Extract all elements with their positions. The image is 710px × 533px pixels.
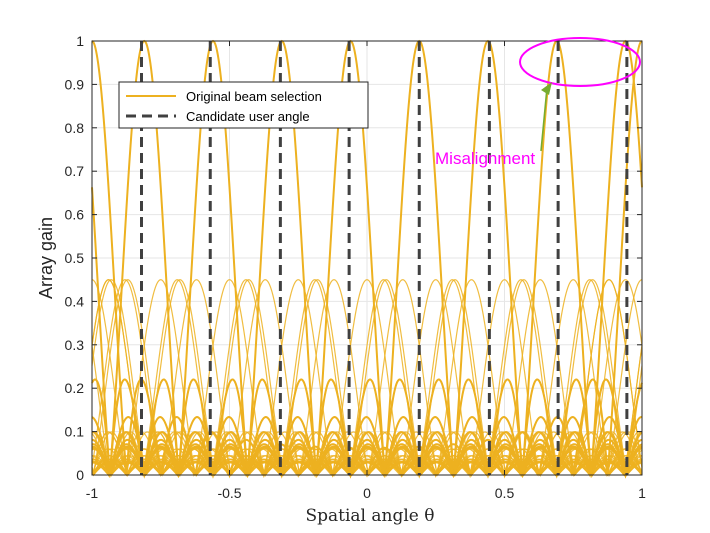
misalignment-arrow-head [541, 82, 552, 95]
y-tick-label: 0 [76, 467, 84, 483]
y-tick-label: 0.2 [65, 380, 85, 396]
x-axis-label: Spatial angle θ [305, 506, 434, 526]
legend-label-original-beam: Original beam selection [186, 89, 322, 104]
y-tick-label: 0.1 [65, 424, 85, 440]
y-tick-label: 0.9 [65, 76, 85, 92]
misalignment-arrow [540, 87, 548, 152]
beam-pattern-curve [91, 39, 643, 479]
x-tick-label: -0.5 [217, 485, 241, 501]
x-tick-label: 0 [363, 485, 371, 501]
beam-pattern-curve [91, 39, 643, 479]
legend-label-candidate-angle: Candidate user angle [186, 109, 310, 124]
y-tick-label: 0.4 [65, 293, 85, 309]
y-tick-label: 0.6 [65, 207, 85, 223]
x-tick-label: 0.5 [495, 485, 515, 501]
y-tick-label: 0.3 [65, 337, 85, 353]
sidelobe-curve [91, 279, 643, 477]
misalignment-annotation: Misalignment [435, 37, 641, 168]
mainlobe-series [91, 39, 643, 479]
x-tick-label: 1 [638, 485, 646, 501]
y-tick-label: 0.7 [65, 163, 85, 179]
misalignment-ellipse [519, 37, 641, 87]
legend-box [118, 81, 369, 129]
y-tick-label: 0.5 [65, 250, 85, 266]
misalignment-label: Misalignment [435, 149, 535, 168]
y-tick-label: 0.8 [65, 120, 85, 136]
x-tick-label: -1 [86, 485, 99, 501]
axis-ticks: -1 -0.5 0 0.5 1 0 0.1 0.2 0.3 0.4 0.5 0.6 0.7 0.8 0.9 1 [65, 33, 647, 501]
legend: Original beam selection Candidate user a… [118, 81, 369, 129]
y-tick-label: 1 [76, 33, 84, 49]
y-axis-label: Array gain [36, 217, 56, 299]
